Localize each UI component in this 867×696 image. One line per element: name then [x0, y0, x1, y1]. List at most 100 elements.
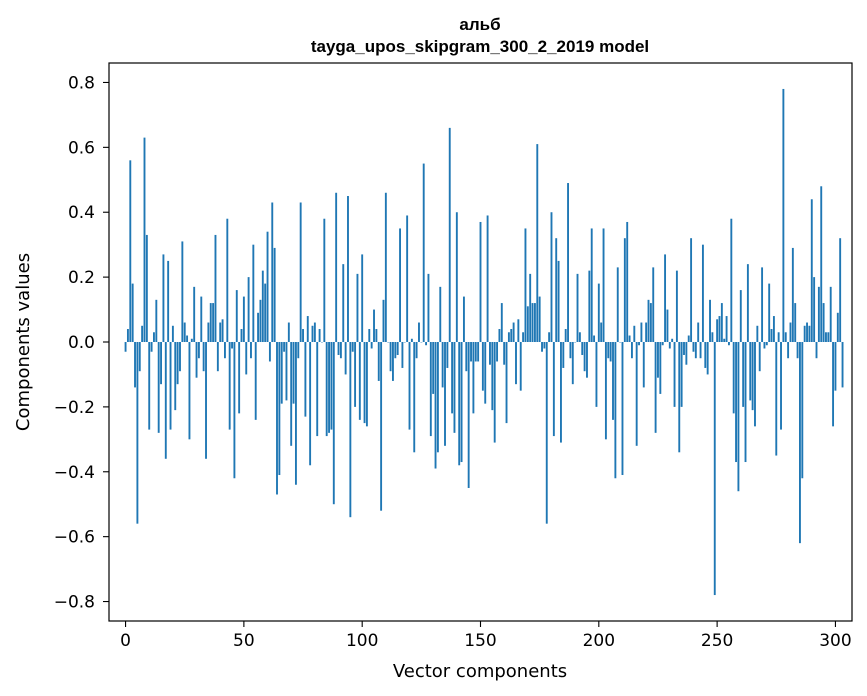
bar	[720, 303, 723, 342]
bar	[810, 199, 813, 342]
bar	[583, 342, 586, 372]
y-axis-ticks: 0.8 0.6 0.4 0.2 0.0 −0.2 −0.4 −0.6 −0.8	[54, 73, 109, 613]
bar	[153, 332, 155, 342]
bar	[332, 342, 335, 505]
y-tick-label: 0.0	[68, 333, 95, 353]
bar	[226, 218, 229, 342]
bar	[238, 342, 241, 414]
bar	[197, 342, 200, 359]
bar	[436, 342, 439, 453]
bar	[817, 286, 820, 342]
bar	[728, 342, 730, 346]
bar	[472, 342, 475, 414]
bar	[143, 137, 146, 342]
bar	[200, 296, 203, 342]
bar	[685, 342, 688, 365]
bar	[796, 342, 799, 359]
bar	[645, 322, 648, 342]
bar	[231, 342, 233, 349]
bar	[827, 332, 830, 342]
bar	[498, 329, 501, 342]
bar	[299, 202, 302, 342]
bar	[162, 254, 165, 342]
bar	[552, 342, 555, 437]
bar	[704, 342, 707, 368]
bar	[323, 218, 326, 342]
bar	[131, 283, 134, 342]
chart-title: альб	[459, 15, 500, 34]
bar	[347, 196, 349, 342]
bar	[801, 342, 804, 479]
bar	[739, 290, 742, 342]
bar	[377, 342, 380, 381]
bar	[806, 322, 808, 342]
bar	[316, 342, 319, 437]
bar	[614, 342, 617, 479]
bar	[659, 342, 662, 394]
bar	[829, 286, 832, 342]
bar	[841, 342, 844, 388]
bar	[602, 228, 605, 342]
bar	[179, 342, 181, 372]
bar	[649, 303, 652, 342]
bar	[486, 215, 489, 342]
bar	[770, 329, 773, 342]
bar	[188, 342, 191, 440]
bar	[683, 342, 685, 355]
bar	[754, 342, 756, 427]
x-tick-label: 300	[819, 631, 851, 651]
bar	[609, 342, 612, 362]
bar	[548, 332, 551, 342]
bar	[699, 342, 702, 359]
bar	[349, 342, 352, 518]
bar	[126, 329, 129, 342]
bar	[477, 342, 480, 362]
bar	[399, 228, 401, 342]
bar	[344, 342, 347, 375]
bar	[418, 322, 420, 342]
bar	[742, 342, 745, 407]
bar	[484, 342, 487, 404]
bar	[294, 342, 297, 485]
bar	[593, 335, 596, 342]
bar	[160, 342, 162, 385]
bar	[446, 342, 449, 368]
bar	[642, 342, 645, 388]
bar	[460, 342, 463, 463]
bar	[481, 342, 484, 391]
bar	[141, 325, 144, 342]
bar	[536, 144, 539, 342]
bar	[586, 342, 588, 378]
bar	[259, 299, 262, 342]
bar	[557, 260, 560, 342]
bar	[680, 342, 683, 407]
chart-subtitle: tayga_upos_skipgram_300_2_2019 model	[311, 37, 649, 56]
bar	[254, 342, 257, 420]
bar	[186, 335, 189, 342]
bar	[746, 264, 749, 342]
bar	[560, 342, 562, 443]
bar	[813, 277, 816, 342]
bar	[675, 270, 678, 342]
bar	[654, 342, 657, 433]
bar	[190, 338, 193, 342]
bar	[382, 299, 385, 342]
bar	[772, 316, 775, 342]
bar	[313, 322, 316, 342]
bar	[571, 342, 574, 385]
bar	[638, 342, 640, 346]
bar	[763, 342, 766, 349]
bar	[134, 342, 136, 388]
bar	[626, 221, 629, 342]
bar	[526, 306, 529, 342]
bar	[524, 228, 527, 342]
bar	[171, 325, 174, 342]
bar	[233, 342, 236, 479]
y-tick-label: 0.8	[68, 73, 95, 93]
bar	[304, 342, 307, 417]
bar	[628, 335, 631, 342]
bar	[401, 342, 404, 368]
bar	[576, 273, 579, 342]
bar	[832, 342, 835, 427]
bar	[124, 342, 127, 352]
